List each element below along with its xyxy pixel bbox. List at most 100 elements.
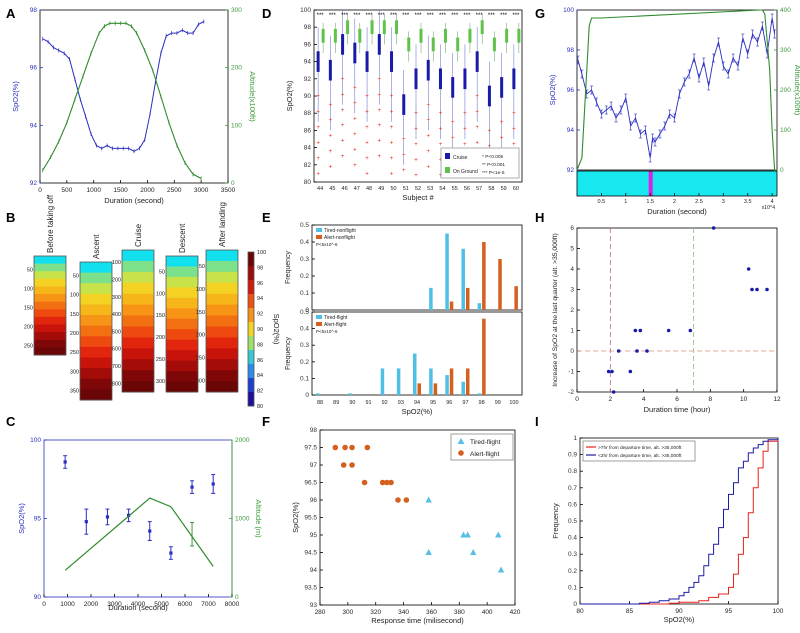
chart-D-xtick-label: 48 xyxy=(366,186,372,192)
chart-A-y2tick-label: 100 xyxy=(231,122,242,129)
chart-I-ylabel: Frequency xyxy=(551,503,560,539)
chart-G-xtick-label: 2.5 xyxy=(695,199,703,205)
heatmap-cell xyxy=(206,337,238,349)
heatmap-cell xyxy=(34,324,66,333)
plot-frame-E1 xyxy=(311,224,523,311)
chart-D-xtick-label: 49 xyxy=(378,186,384,192)
colorbar-tick-label: 96 xyxy=(257,281,263,287)
chart-H-ytick-label: 0 xyxy=(570,348,574,355)
chart-G-xlabel: Duration (second) xyxy=(647,207,707,216)
chart-C-ylabel: SpO2(%) xyxy=(17,503,26,534)
heatmap-column-frame xyxy=(165,255,199,393)
chart-I-ytick-label: 0.1 xyxy=(568,584,577,591)
heatmap-ytick-label: 300 xyxy=(196,379,205,385)
chart-H-ytick-label: -2 xyxy=(568,389,574,396)
chart-D-outlier: + xyxy=(329,165,333,171)
chart-D-outlier: + xyxy=(426,134,430,140)
chart-D-outlier: + xyxy=(414,158,418,164)
chart-D-ytick-label: 100 xyxy=(300,7,311,14)
chart-H-ytick-label: 4 xyxy=(570,266,574,273)
chart-F-ytick-label: 98 xyxy=(310,427,318,434)
heatmap-ytick-label: 100 xyxy=(156,291,165,297)
chart-E-bar xyxy=(433,383,438,395)
chart-D-outlier: + xyxy=(390,125,394,131)
heatmap-ytick-label: 300 xyxy=(156,379,165,385)
chart-C-xtick-label: 2000 xyxy=(84,601,99,608)
chart-E-xtick-label: 90 xyxy=(349,400,355,406)
chart-D-ground-box xyxy=(321,28,325,43)
chart-D-outlier: + xyxy=(402,137,406,143)
chart-H-point xyxy=(611,390,616,394)
heatmap-column-frame xyxy=(33,255,67,356)
chart-C-ytick-label: 90 xyxy=(34,594,42,601)
chart-F-tired-point xyxy=(497,566,505,573)
chart-A-xtick-label: 0 xyxy=(38,187,42,194)
chart-C-xtick-label: 6000 xyxy=(178,601,193,608)
chart-F-alert-point xyxy=(364,444,371,451)
chart-D-outlier: + xyxy=(414,127,418,133)
chart-D-outlier: + xyxy=(451,135,455,141)
chart-D-outlier: + xyxy=(414,173,418,179)
heatmap-ytick-label: 250 xyxy=(156,357,165,363)
heatmap-cell xyxy=(80,262,112,274)
chart-C-point xyxy=(84,520,88,524)
chart-H-point xyxy=(633,328,638,333)
chart-D-outlier: + xyxy=(378,92,382,98)
colorbar-cell xyxy=(248,364,254,379)
chart-D-ground-box xyxy=(382,20,386,35)
chart-D-outlier: + xyxy=(365,140,369,146)
chart-H-point xyxy=(711,226,716,230)
chart-D-xtick-label: 57 xyxy=(476,186,482,192)
plot-frame-E2 xyxy=(311,311,523,396)
heatmap-cell xyxy=(206,304,238,317)
chart-D-outlier: + xyxy=(390,94,394,100)
chart-D-outlier: + xyxy=(365,125,369,131)
chart-A-spo2-line xyxy=(42,21,205,152)
chart-E-bar xyxy=(348,393,352,395)
chart-H-point xyxy=(666,328,671,333)
chart-D-xtick-label: 59 xyxy=(501,186,507,192)
chart-D-ground-box xyxy=(358,28,362,43)
chart-H-point xyxy=(616,349,621,353)
chart-H-xtick-label: 6 xyxy=(675,396,679,403)
heatmap-ytick-label: 500 xyxy=(112,329,121,335)
chart-D-xtick-label: 50 xyxy=(390,186,396,192)
chart-E-ylabel: Frequency xyxy=(285,250,292,284)
chart-E1-ytick-label: 0.2 xyxy=(300,273,309,280)
colorbar-cell xyxy=(248,252,254,267)
chart-H-point xyxy=(606,369,611,374)
chart-F-ytick-label: 94 xyxy=(310,567,318,574)
colorbar-cell xyxy=(248,280,254,295)
chart-E-legend-swatch xyxy=(316,322,322,326)
chart-E-bar xyxy=(477,393,482,395)
chart-D-xtick-label: 54 xyxy=(439,186,445,192)
heatmap-ytick-label: 50 xyxy=(199,264,205,270)
chart-D-significance: *** xyxy=(329,13,337,19)
heatmap-ytick-label: 200 xyxy=(156,335,165,341)
heatmap-cell xyxy=(122,359,154,371)
chart-F-ytick-label: 96.5 xyxy=(304,480,317,487)
chart-D-ytick-label: 84 xyxy=(304,145,312,152)
chart-D-outlier: + xyxy=(439,127,443,133)
heatmap-cell xyxy=(206,326,238,338)
chart-C-ytick-label: 95 xyxy=(34,516,42,523)
heatmap-cell xyxy=(206,348,238,360)
chart-F-ytick-label: 96 xyxy=(310,497,318,504)
plot-frame-C xyxy=(43,439,233,598)
chart-D-outlier: + xyxy=(439,111,443,117)
heatmap-ytick-label: 300 xyxy=(70,369,79,375)
heatmap-cell xyxy=(166,308,198,320)
chart-E-bar xyxy=(514,286,518,310)
chart-I-xtick-label: 85 xyxy=(626,608,634,615)
chart-G-altitude-line xyxy=(576,9,776,171)
heatmap-cell xyxy=(80,315,112,327)
heatmap-cell xyxy=(166,360,198,372)
chart-H-ytick-label: 1 xyxy=(570,328,574,335)
chart-G-xtick-label: 1.5 xyxy=(646,199,654,205)
chart-E1-ytick-label: 0.3 xyxy=(300,256,309,263)
plot-frame-H xyxy=(576,227,778,393)
chart-D-significance: *** xyxy=(366,13,374,19)
chart-C-y2tick-label: 0 xyxy=(235,594,239,601)
heatmap-cell xyxy=(80,304,112,316)
